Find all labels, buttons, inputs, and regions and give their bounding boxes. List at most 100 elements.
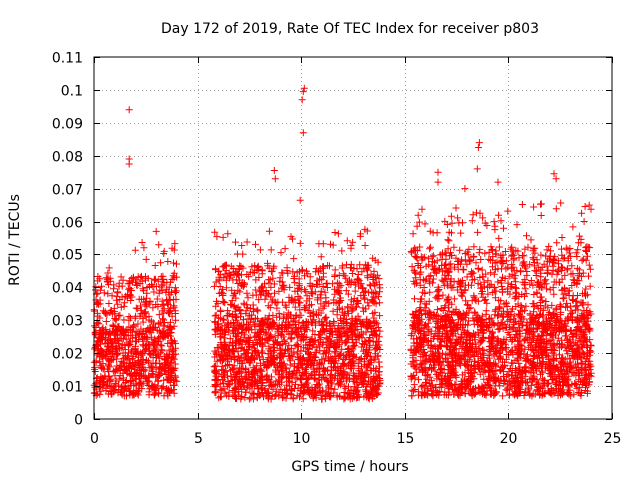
data-point — [112, 335, 120, 343]
data-point — [134, 320, 142, 328]
data-point — [159, 315, 166, 323]
data-point — [146, 297, 154, 305]
data-point — [566, 326, 574, 334]
data-point — [151, 381, 159, 389]
data-point — [158, 307, 166, 315]
data-point — [558, 245, 565, 253]
data-point — [336, 298, 343, 306]
data-point — [110, 304, 118, 312]
data-point — [543, 270, 551, 277]
data-point — [508, 243, 516, 251]
data-point — [447, 212, 455, 220]
data-point — [578, 257, 586, 265]
data-point — [141, 308, 149, 316]
data-point — [170, 259, 177, 267]
data-point — [161, 319, 168, 326]
data-point — [136, 330, 143, 338]
data-point — [146, 324, 154, 332]
chart-title: Day 172 of 2019, Rate Of TEC Index for r… — [161, 21, 539, 37]
data-point — [568, 296, 576, 304]
data-point — [521, 285, 529, 293]
data-point — [126, 370, 134, 378]
data-point — [114, 288, 122, 296]
data-point — [126, 341, 134, 348]
data-point — [558, 234, 566, 241]
data-point — [119, 369, 127, 377]
data-point — [366, 281, 374, 289]
data-point — [166, 374, 174, 382]
data-point — [106, 309, 114, 316]
data-point — [445, 237, 453, 245]
data-point — [253, 306, 261, 314]
data-point — [335, 280, 343, 288]
data-point — [145, 378, 153, 386]
data-point — [139, 363, 147, 371]
data-point — [524, 243, 532, 251]
data-point — [138, 239, 146, 246]
data-point — [141, 327, 149, 335]
data-point — [142, 356, 150, 364]
data-point — [129, 360, 137, 368]
data-point — [548, 270, 556, 278]
data-point — [97, 387, 105, 395]
data-point — [442, 260, 449, 268]
data-point — [408, 392, 416, 400]
data-point — [122, 377, 130, 384]
data-point — [145, 312, 153, 320]
data-point — [144, 382, 152, 389]
data-point — [543, 246, 551, 254]
data-point — [410, 387, 417, 395]
data-point — [110, 323, 118, 330]
data-point — [474, 228, 482, 236]
data-point — [322, 313, 330, 321]
data-point — [522, 302, 530, 310]
data-point — [172, 373, 180, 381]
data-point — [101, 373, 109, 381]
data-point — [157, 273, 165, 281]
data-point — [375, 275, 383, 283]
data-point — [335, 272, 343, 279]
data-point — [94, 334, 102, 342]
data-point — [426, 243, 434, 251]
data-point — [95, 320, 103, 328]
data-point — [99, 307, 107, 315]
data-point — [119, 276, 127, 284]
data-point — [239, 250, 247, 258]
data-point — [100, 289, 108, 297]
data-point — [134, 387, 142, 395]
data-point — [521, 245, 529, 253]
data-point — [232, 238, 239, 246]
data-point — [537, 212, 545, 219]
data-point — [91, 368, 99, 375]
data-point — [170, 246, 178, 254]
data-point — [526, 280, 534, 288]
data-point — [267, 283, 275, 291]
data-point — [542, 298, 550, 305]
data-point — [119, 387, 127, 395]
data-point — [105, 330, 113, 338]
data-point — [139, 285, 147, 293]
data-point — [243, 238, 251, 246]
data-point — [552, 205, 560, 213]
data-point — [108, 390, 116, 398]
data-point — [104, 348, 112, 355]
data-point — [154, 382, 162, 390]
data-point — [170, 302, 177, 310]
data-point — [494, 278, 502, 286]
data-point — [121, 341, 129, 349]
data-point — [173, 260, 180, 268]
data-point — [103, 380, 111, 388]
data-point — [171, 240, 179, 248]
data-point — [112, 316, 120, 324]
data-point — [294, 293, 302, 300]
data-point — [125, 316, 133, 324]
data-point — [122, 363, 130, 371]
data-point — [499, 392, 507, 400]
data-point — [114, 389, 122, 397]
data-point — [168, 353, 176, 361]
data-point — [426, 245, 434, 253]
data-point — [105, 372, 113, 380]
data-point — [433, 306, 441, 314]
data-point — [91, 363, 99, 371]
data-point — [147, 329, 155, 337]
